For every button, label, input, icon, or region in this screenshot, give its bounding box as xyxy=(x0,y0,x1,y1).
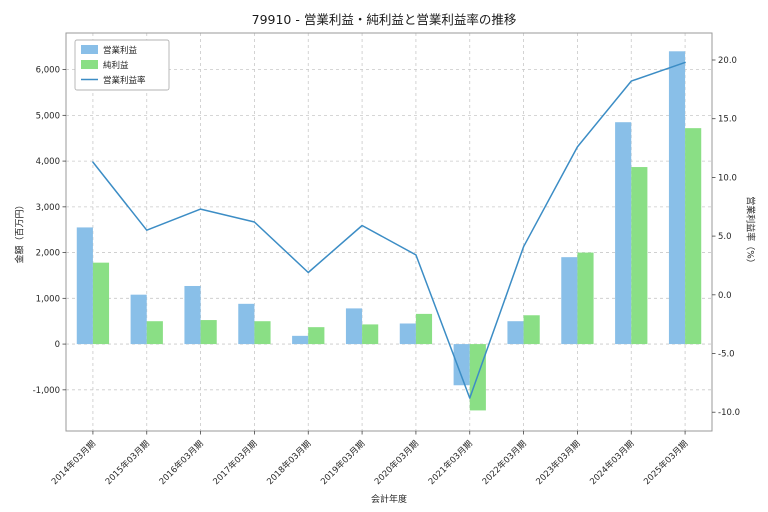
x-tick-label: 2016年03月期 xyxy=(157,438,206,487)
line-営業利益率 xyxy=(92,61,686,399)
x-tick-label: 2019年03月期 xyxy=(318,438,367,487)
x-axis-label: 会計年度 xyxy=(370,495,407,505)
bar-純利益 xyxy=(254,321,271,345)
x-tick-label: 2021年03月期 xyxy=(426,438,475,487)
bar-純利益 xyxy=(631,167,648,345)
bar-営業利益 xyxy=(615,122,632,345)
bar-純利益 xyxy=(523,315,540,345)
y-axis-label-left: 金額（百万円） xyxy=(15,200,26,264)
bar-営業利益 xyxy=(130,294,147,345)
y-axis-label-right: 営業利益率（%） xyxy=(744,196,755,268)
x-tick-label: 2017年03月期 xyxy=(211,438,260,487)
x-tick-label: 2020年03月期 xyxy=(372,438,421,487)
bar-純利益 xyxy=(146,321,163,345)
legend-swatch-営業利益 xyxy=(81,45,98,54)
bar-営業利益 xyxy=(453,344,470,386)
x-tick-label: 2023年03月期 xyxy=(534,438,583,487)
legend-label: 営業利益率 xyxy=(103,75,146,86)
plot-area xyxy=(66,33,712,431)
legend-swatch-純利益 xyxy=(81,60,98,69)
y-tick-label-left: 1,000 xyxy=(36,294,60,304)
y-tick-label-left: 3,000 xyxy=(36,203,60,213)
y-tick-label-right: 20.0 xyxy=(718,56,737,66)
bar-純利益 xyxy=(92,262,110,345)
x-tick-label: 2025年03月期 xyxy=(641,438,690,487)
bar-純利益 xyxy=(362,324,379,345)
x-tick-label: 2014年03月期 xyxy=(49,438,98,487)
bar-営業利益 xyxy=(561,257,578,345)
y-tick-label-right: 0.0 xyxy=(718,291,732,301)
legend-box xyxy=(74,39,170,91)
x-tick-label: 2024年03月期 xyxy=(588,438,637,487)
bar-純利益 xyxy=(685,128,702,345)
y-tick-label-left: 4,000 xyxy=(36,157,60,167)
y-tick-label-right: -10.0 xyxy=(718,408,740,418)
bar-営業利益 xyxy=(668,51,686,345)
x-tick-label: 2015年03月期 xyxy=(103,438,152,487)
bar-営業利益 xyxy=(184,285,201,345)
x-tick-label: 2022年03月期 xyxy=(480,438,529,487)
x-tick-label: 2018年03月期 xyxy=(265,438,314,487)
y-tick-label-left: 6,000 xyxy=(36,66,60,76)
bar-純利益 xyxy=(415,313,433,345)
y-tick-label-right: -5.0 xyxy=(718,350,735,360)
y-tick-label-left: -1,000 xyxy=(33,386,60,396)
bar-営業利益 xyxy=(399,323,416,345)
legend-label: 営業利益 xyxy=(103,45,138,56)
y-tick-label-left: 2,000 xyxy=(36,249,60,259)
bar-純利益 xyxy=(577,252,594,345)
bar-営業利益 xyxy=(238,303,255,345)
y-tick-label-left: 0 xyxy=(55,340,60,350)
y-tick-label-right: 5.0 xyxy=(718,232,732,242)
bar-営業利益 xyxy=(507,321,524,345)
bar-純利益 xyxy=(200,320,217,345)
legend-label: 純利益 xyxy=(103,60,129,71)
chart-title: 79910 - 営業利益・純利益と営業利益率の推移 xyxy=(251,12,517,27)
bar-営業利益 xyxy=(292,335,309,345)
bar-純利益 xyxy=(308,327,325,345)
plot-border xyxy=(65,32,713,432)
bar-営業利益 xyxy=(76,227,93,345)
bar-営業利益 xyxy=(345,308,363,345)
y-tick-label-left: 5,000 xyxy=(36,111,60,121)
y-tick-label-right: 15.0 xyxy=(718,115,737,125)
y-tick-label-right: 10.0 xyxy=(718,173,737,183)
